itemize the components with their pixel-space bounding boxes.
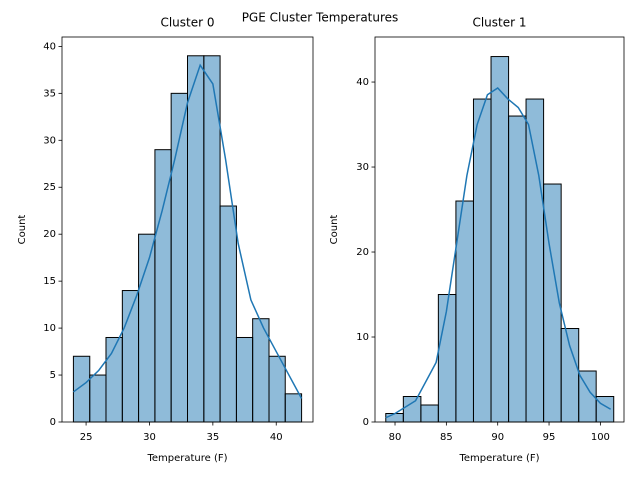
bar [138,233,156,423]
y-tick-label: 40 [356,77,369,88]
x-tick-label: 30 [143,432,156,443]
kde-line [385,87,612,419]
bar [525,98,545,423]
axes-title: Cluster 1 [472,16,526,30]
bar [154,149,172,423]
x-tick-label: 80 [389,432,402,443]
bar [284,393,303,423]
bar [508,115,527,423]
y-tick-label: 20 [43,229,56,240]
x-tick-label: 25 [80,432,93,443]
bar [89,374,107,423]
y-axis-label: Count [329,215,340,245]
x-axis-label: Temperature (F) [458,453,539,464]
bar [187,55,205,423]
y-tick-label: 15 [43,276,56,287]
y-tick-label: 40 [43,41,56,52]
bar [420,404,439,423]
bar [490,56,510,423]
y-tick-label: 30 [43,135,56,146]
x-tick-label: 100 [591,432,610,443]
bar [402,396,422,423]
y-tick-label: 30 [356,162,369,173]
y-tick-label: 10 [356,332,369,343]
y-axis-label: Count [17,215,28,245]
bar [385,413,404,423]
figure-title: PGE Cluster Temperatures [242,11,399,25]
bar [268,355,286,423]
bar [105,336,123,423]
bar [437,294,457,423]
axes-title: Cluster 0 [160,16,214,30]
axes-frame [374,36,625,423]
y-tick-label: 25 [43,182,56,193]
bar [219,205,237,423]
bar [170,92,189,423]
x-tick-label: 85 [440,432,453,443]
bar [472,98,492,423]
bar [595,396,615,423]
y-tick-label: 10 [43,323,56,334]
axes-frame [61,36,314,423]
y-tick-label: 20 [356,247,369,258]
x-tick-label: 40 [270,432,283,443]
x-axis-label: Temperature (F) [146,453,227,464]
bar [235,336,254,423]
y-tick-label: 5 [50,370,56,381]
y-tick-label: 0 [363,417,369,428]
x-tick-label: 90 [491,432,504,443]
x-tick-label: 95 [543,432,556,443]
bar [72,355,91,423]
x-tick-label: 35 [206,432,219,443]
y-tick-label: 35 [43,88,56,99]
bar [543,183,562,423]
kde-line [72,63,303,399]
y-tick-label: 0 [50,417,56,428]
bar [560,328,580,423]
